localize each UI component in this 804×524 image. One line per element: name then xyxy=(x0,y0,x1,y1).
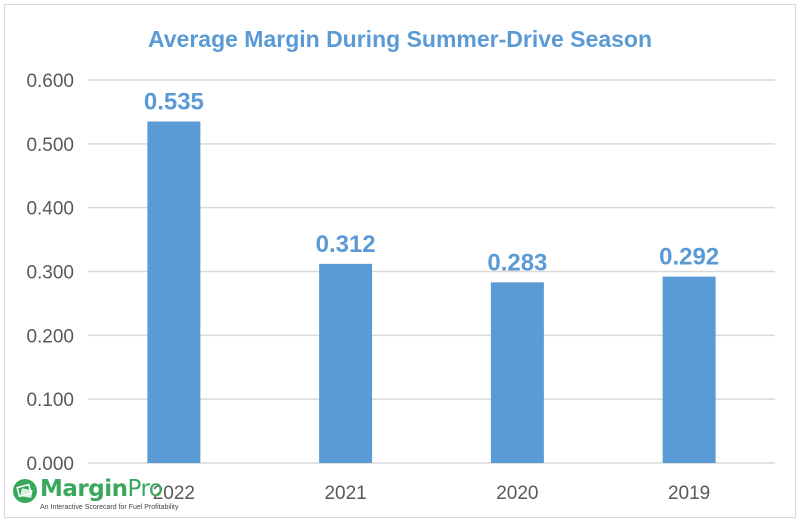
x-tick-label: 2020 xyxy=(496,483,538,504)
logo-name: MarginPro xyxy=(40,476,163,502)
y-tick-label: 0.200 xyxy=(26,326,74,347)
logo-tagline: An Interactive Scorecard for Fuel Profit… xyxy=(40,504,179,511)
y-tick-label: 0.600 xyxy=(26,71,74,92)
chart-frame xyxy=(4,4,796,518)
x-tick-label: 2022 xyxy=(153,483,195,504)
y-tick-label: 0.400 xyxy=(26,199,74,220)
data-label: 0.535 xyxy=(144,88,204,115)
money-icon xyxy=(13,479,37,503)
bar xyxy=(147,121,201,463)
x-tick-label: 2019 xyxy=(668,483,710,504)
data-label: 0.292 xyxy=(659,244,719,271)
y-tick-label: 0.500 xyxy=(26,135,74,156)
data-label: 0.312 xyxy=(316,231,376,258)
x-tick-label: 2021 xyxy=(324,483,366,504)
bar xyxy=(490,282,544,463)
y-tick-label: 0.300 xyxy=(26,263,74,284)
y-tick-label: 0.100 xyxy=(26,390,74,411)
bar xyxy=(662,276,716,463)
y-tick-label: 0.000 xyxy=(26,454,74,475)
marginpro-logo: MarginPro An Interactive Scorecard for F… xyxy=(12,476,179,511)
chart-title: Average Margin During Summer-Drive Seaso… xyxy=(148,26,652,52)
bar xyxy=(319,263,373,463)
data-label: 0.283 xyxy=(487,249,547,276)
